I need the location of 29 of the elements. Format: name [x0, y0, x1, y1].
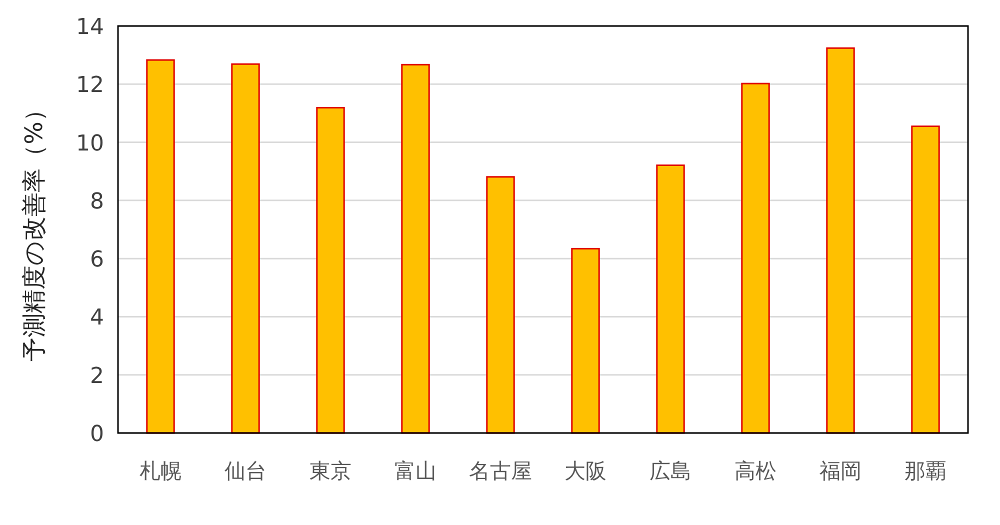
x-tick-label: 那覇 — [904, 459, 946, 483]
x-tick-label: 福岡 — [820, 459, 862, 483]
y-axis-title: 予測精度の改善率（%） — [20, 98, 48, 362]
y-tick-label: 14 — [76, 15, 104, 40]
y-tick-label: 6 — [90, 248, 104, 273]
bar — [741, 82, 770, 434]
bar — [231, 63, 260, 434]
y-tick-label: 0 — [90, 422, 104, 447]
y-tick-label: 8 — [90, 189, 104, 214]
x-tick-label: 富山 — [394, 459, 436, 483]
y-tick-label: 10 — [76, 131, 104, 156]
y-tick-label: 2 — [90, 364, 104, 389]
bar — [486, 176, 515, 434]
bar — [656, 164, 685, 434]
x-tick-label: 名古屋 — [469, 459, 532, 483]
y-tick-label: 12 — [76, 73, 104, 98]
bar — [146, 59, 175, 434]
x-tick-label: 仙台 — [224, 459, 266, 483]
x-tick-label: 東京 — [310, 459, 352, 483]
bar — [826, 47, 855, 434]
x-tick-label: 大阪 — [564, 459, 606, 483]
bar — [316, 106, 345, 434]
bar — [401, 64, 430, 434]
y-tick-label: 4 — [90, 306, 104, 331]
x-tick-label: 広島 — [650, 459, 692, 483]
bar — [571, 248, 600, 434]
x-tick-label: 高松 — [734, 459, 776, 483]
bar — [911, 126, 940, 434]
x-tick-label: 札幌 — [140, 459, 182, 483]
